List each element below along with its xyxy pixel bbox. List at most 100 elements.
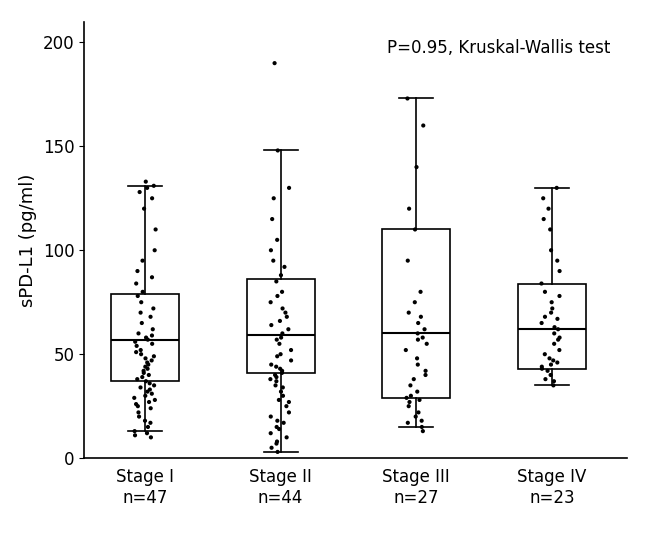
Point: [138, 287, 148, 296]
Point: [548, 356, 558, 365]
Point: [132, 292, 143, 300]
Point: [131, 400, 141, 409]
Point: [143, 335, 153, 344]
Point: [271, 381, 281, 390]
Point: [272, 417, 282, 425]
Point: [276, 369, 287, 377]
Point: [142, 184, 152, 192]
Point: [275, 364, 286, 373]
Point: [417, 417, 427, 425]
Point: [277, 304, 287, 313]
Point: [132, 267, 143, 275]
Point: [141, 377, 151, 385]
Point: [548, 381, 559, 390]
Point: [144, 398, 154, 406]
Point: [136, 298, 147, 307]
Point: [275, 350, 286, 358]
Point: [137, 373, 147, 382]
Point: [543, 367, 553, 375]
Point: [267, 215, 277, 223]
Point: [138, 367, 149, 375]
Point: [416, 313, 426, 321]
Point: [149, 352, 159, 361]
Point: [404, 402, 414, 411]
Point: [149, 182, 159, 190]
Point: [147, 356, 157, 365]
Point: [151, 225, 161, 234]
Point: [540, 375, 550, 383]
Point: [137, 319, 147, 327]
Point: [271, 335, 282, 344]
Point: [539, 215, 549, 223]
Point: [134, 188, 145, 196]
Point: [130, 431, 140, 440]
Point: [131, 279, 141, 288]
Point: [132, 342, 142, 350]
Point: [281, 402, 291, 411]
Point: [413, 408, 424, 417]
Point: [143, 423, 153, 431]
Point: [270, 371, 280, 379]
Point: [412, 163, 422, 171]
Point: [545, 354, 555, 363]
Point: [139, 204, 149, 213]
Point: [140, 362, 151, 371]
Point: [286, 345, 297, 354]
Point: [414, 396, 424, 404]
Point: [540, 313, 550, 321]
Point: [266, 360, 276, 369]
Text: P=0.95, Kruskal-Wallis test: P=0.95, Kruskal-Wallis test: [387, 39, 610, 57]
Point: [546, 360, 556, 369]
Point: [273, 447, 283, 456]
Point: [537, 364, 547, 373]
Point: [132, 375, 142, 383]
Point: [145, 404, 156, 412]
Point: [545, 371, 556, 379]
Point: [140, 354, 151, 363]
Point: [547, 304, 557, 313]
PathPatch shape: [111, 294, 179, 381]
Point: [554, 292, 565, 300]
Point: [142, 364, 152, 373]
Point: [271, 423, 282, 431]
Point: [277, 367, 287, 375]
Point: [134, 412, 144, 421]
Point: [142, 429, 152, 438]
Point: [404, 204, 414, 213]
Point: [145, 418, 156, 427]
Point: [417, 333, 428, 342]
Point: [283, 325, 293, 334]
Point: [421, 367, 431, 375]
Point: [412, 388, 422, 396]
Point: [406, 391, 416, 400]
Point: [539, 350, 550, 358]
Point: [273, 146, 283, 155]
Point: [130, 337, 140, 346]
Point: [145, 313, 156, 321]
Point: [286, 356, 297, 365]
Point: [417, 423, 427, 431]
PathPatch shape: [382, 230, 450, 398]
Point: [145, 385, 155, 394]
Point: [538, 194, 548, 203]
Point: [276, 271, 286, 280]
Point: [553, 325, 563, 334]
Point: [280, 308, 291, 317]
Point: [148, 304, 158, 313]
Point: [422, 340, 432, 348]
Point: [132, 402, 143, 411]
Point: [277, 287, 287, 296]
Point: [147, 340, 158, 348]
Point: [536, 319, 547, 327]
Point: [552, 358, 563, 367]
Point: [271, 377, 282, 385]
Point: [266, 298, 276, 307]
Point: [147, 325, 158, 334]
Point: [275, 316, 285, 325]
Point: [552, 184, 562, 192]
Point: [553, 335, 563, 344]
Point: [147, 194, 157, 203]
PathPatch shape: [247, 279, 315, 373]
Point: [133, 408, 143, 417]
Point: [278, 383, 288, 392]
